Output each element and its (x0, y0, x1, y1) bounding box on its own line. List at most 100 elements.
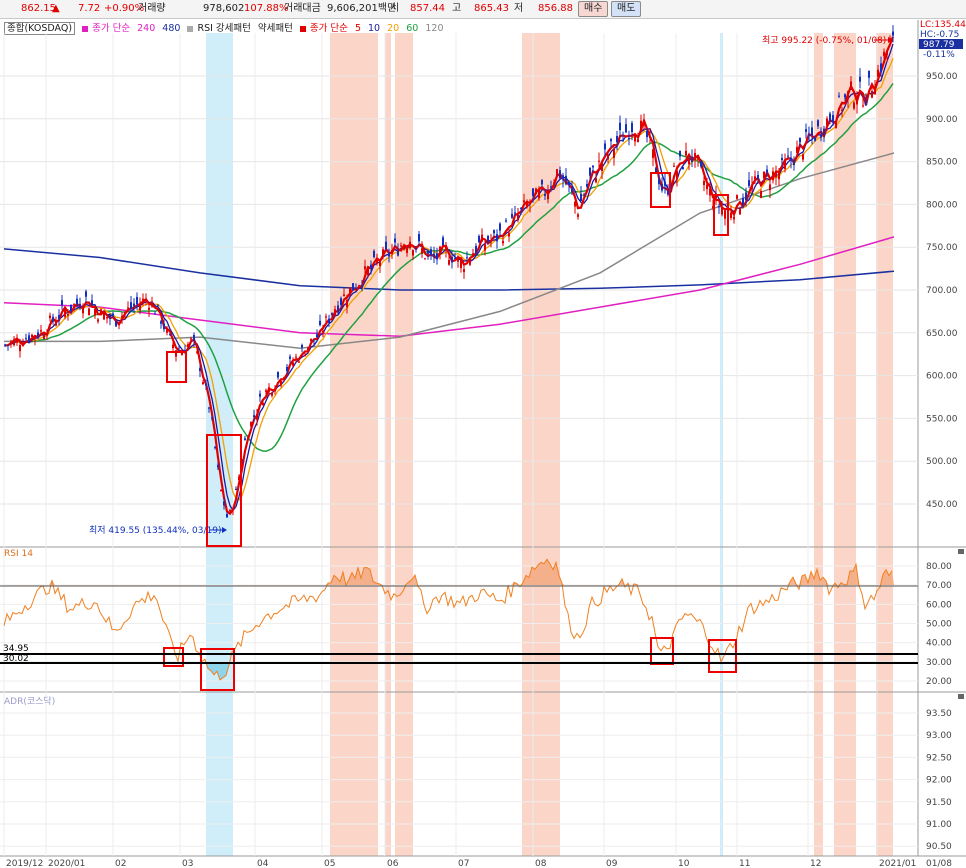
candle-body (826, 118, 828, 126)
candle-body (208, 407, 210, 409)
adr-axis: 93.50 93.00 92.50 92.00 91.50 91.00 90.50 (926, 709, 952, 852)
rsi-pattern-label: RSI 강세패턴 (197, 23, 251, 34)
candle-body (67, 313, 69, 316)
candle-body (679, 151, 681, 157)
candle-body (523, 200, 525, 203)
rsi-tick-label: 80.00 (926, 562, 952, 572)
candle-body (739, 209, 741, 215)
candle-body (538, 190, 540, 199)
buy-button[interactable]: 매수 (578, 1, 609, 17)
candle-body (286, 366, 288, 372)
candle-body (748, 180, 750, 186)
candle-body (487, 236, 489, 243)
candle-body (724, 210, 726, 219)
highlight-box (713, 194, 729, 236)
price-tick-label: 650.00 (926, 329, 958, 339)
candle-body (277, 371, 279, 378)
candle-body (658, 179, 660, 185)
high-annotation: 최고 995.22 (-0.75%, 01/08) (762, 35, 886, 46)
ma120-line (4, 152, 895, 349)
candle-body (637, 139, 639, 143)
rsi-tick-label: 30.00 (926, 658, 952, 668)
candle-body (706, 184, 708, 190)
volume-value: 978,602 (203, 3, 245, 14)
highlight-box (166, 351, 187, 383)
candle-body (646, 130, 648, 138)
adr-tick-label: 93.50 (926, 709, 952, 719)
candle-body (427, 251, 429, 254)
candle-body (382, 249, 384, 258)
candle-body (490, 240, 492, 242)
candle-body (475, 245, 477, 254)
candle-body (778, 172, 780, 180)
candle-body (274, 388, 276, 392)
candle-body (13, 339, 15, 346)
candle-body (835, 122, 837, 129)
candle-body (814, 138, 816, 141)
candle-body (130, 302, 132, 309)
rsi-tick-label: 40.00 (926, 639, 952, 649)
candle-body (70, 304, 72, 312)
candle-body (226, 514, 228, 518)
candle-body (85, 291, 87, 297)
high-arrowhead-icon (888, 37, 893, 43)
candle-body (655, 167, 657, 173)
candle-body (484, 244, 486, 251)
price-tick-label: 900.00 (926, 115, 958, 125)
panel-handle[interactable] (958, 549, 964, 554)
ma-long-swatch (82, 25, 89, 32)
candle-body (196, 351, 198, 353)
candle-body (772, 171, 774, 181)
candle-body (652, 149, 654, 158)
time-tick-label: 01/08 (926, 859, 952, 868)
candle-body (124, 312, 126, 314)
panel-handle[interactable] (958, 694, 964, 699)
candle-body (730, 212, 732, 218)
candle-body (862, 105, 864, 107)
candle-body (745, 192, 747, 201)
candle-body (364, 266, 366, 270)
candle-body (664, 181, 666, 186)
rsi-overbought-fill (4, 559, 894, 586)
candle-body (367, 267, 369, 276)
candle-body (697, 158, 699, 160)
time-tick-label: 2020/01 (48, 859, 85, 868)
index-name[interactable]: 종합(KOSDAQ) (4, 22, 76, 35)
adr-tick-label: 90.50 (926, 842, 952, 852)
candle-body (805, 129, 807, 132)
candle-body (238, 476, 240, 481)
candle-body (649, 136, 651, 138)
candle-body (169, 333, 171, 335)
candle-body (850, 81, 852, 89)
sell-button[interactable]: 매도 (611, 1, 642, 17)
candle-body (121, 315, 123, 318)
highlight-box (206, 434, 242, 547)
candle-body (691, 156, 693, 163)
low-arrowhead-icon (222, 527, 227, 533)
overbought-band (834, 33, 856, 856)
low-annotation: 최저 419.55 (135.44%, 03/19) (89, 525, 222, 536)
rsi-oversold-fill (4, 661, 894, 680)
candle-body (496, 234, 498, 242)
candle-body (37, 332, 39, 338)
candle-body (28, 335, 30, 343)
rsi-line (3, 558, 894, 681)
ma240-label: 240 (137, 23, 156, 34)
rsi-weak-label: 약세패턴 (257, 23, 293, 34)
candle-body (232, 509, 234, 511)
candle-body (409, 241, 411, 249)
candle-body (349, 287, 351, 295)
current-price: 862.15 (21, 3, 56, 14)
candle-body (742, 197, 744, 205)
price-tick-label: 800.00 (926, 200, 958, 210)
time-tick-label: 02 (115, 859, 126, 868)
volume-label: 거래량 (138, 3, 166, 14)
candle-body (766, 169, 768, 173)
candlesticks (4, 25, 894, 518)
rsi-tick-label: 60.00 (926, 600, 952, 610)
candle-body (757, 174, 759, 180)
candle-body (688, 158, 690, 165)
candle-body (100, 309, 102, 315)
candle-body (391, 249, 393, 254)
